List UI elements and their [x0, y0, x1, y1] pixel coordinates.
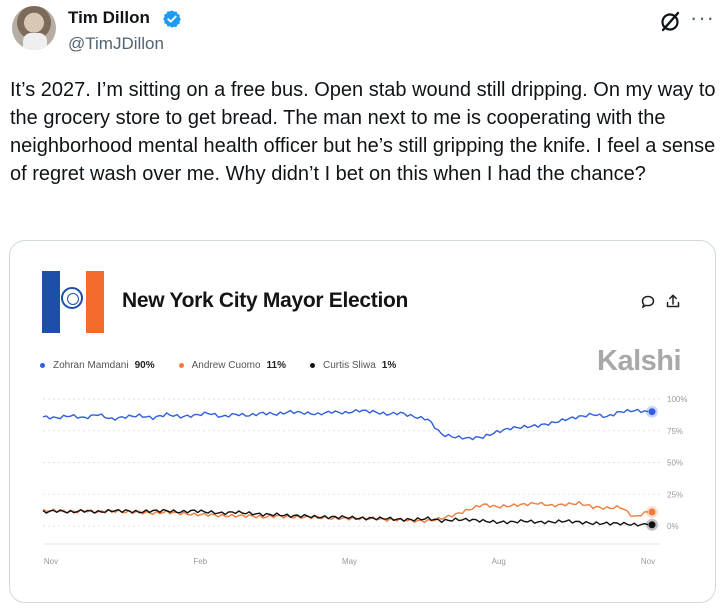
y-tick-label: 75%: [667, 427, 683, 436]
x-tick-label: Aug: [492, 557, 506, 566]
legend-dot: [178, 363, 184, 368]
comment-icon[interactable]: [640, 294, 656, 310]
share-icon[interactable]: [665, 293, 681, 309]
legend-item-cuomo: Andrew Cuomo 11%: [178, 360, 286, 371]
chart-legend: Zohran Mamdani 90% Andrew Cuomo 11% Curt…: [40, 360, 420, 371]
chart-title: New York City Mayor Election: [122, 289, 409, 312]
legend-name: Andrew Cuomo: [191, 360, 261, 371]
legend-item-sliwa: Curtis Sliwa 1%: [310, 360, 396, 371]
grok-icon[interactable]: [657, 8, 683, 34]
y-tick-label: 0%: [667, 522, 679, 531]
y-tick-label: 100%: [667, 395, 687, 404]
legend-item-mamdani: Zohran Mamdani 90%: [40, 360, 155, 371]
avatar[interactable]: [12, 6, 56, 50]
verified-badge-icon: [163, 10, 181, 28]
legend-value: 1%: [381, 360, 397, 371]
series-end-dot: [648, 521, 656, 529]
x-tick-label: Nov: [44, 557, 58, 566]
y-tick-label: 50%: [667, 459, 683, 468]
kalshi-logo: Kalshi: [597, 345, 682, 377]
legend-name: Curtis Sliwa: [323, 360, 376, 371]
author-handle[interactable]: @TimJDillon: [68, 34, 164, 53]
legend-value: 11%: [266, 360, 286, 371]
author-name[interactable]: Tim Dillon: [68, 8, 150, 27]
legend-dot: [310, 363, 315, 368]
nyc-flag-icon: [42, 271, 104, 333]
x-tick-label: May: [342, 557, 357, 566]
embedded-chart-card[interactable]: New York City Mayor Election Kalshi Zohr…: [9, 240, 716, 603]
post-text: It’s 2027. I’m sitting on a free bus. Op…: [10, 79, 716, 185]
x-tick-label: Feb: [193, 557, 207, 566]
legend-dot: [40, 363, 45, 368]
legend-value: 90%: [134, 360, 155, 371]
series-line: [42, 508, 649, 527]
more-options-icon[interactable]: ···: [690, 5, 715, 30]
line-chart: 100% 75% 50% 25% 0% Nov Feb May Aug Nov: [42, 395, 687, 566]
x-tick-label: Nov: [641, 557, 655, 566]
series-end-dot: [648, 508, 656, 516]
y-tick-label: 25%: [667, 490, 683, 499]
series-end-dot: [648, 408, 656, 416]
legend-name: Zohran Mamdani: [53, 360, 129, 371]
series-line: [42, 408, 649, 441]
